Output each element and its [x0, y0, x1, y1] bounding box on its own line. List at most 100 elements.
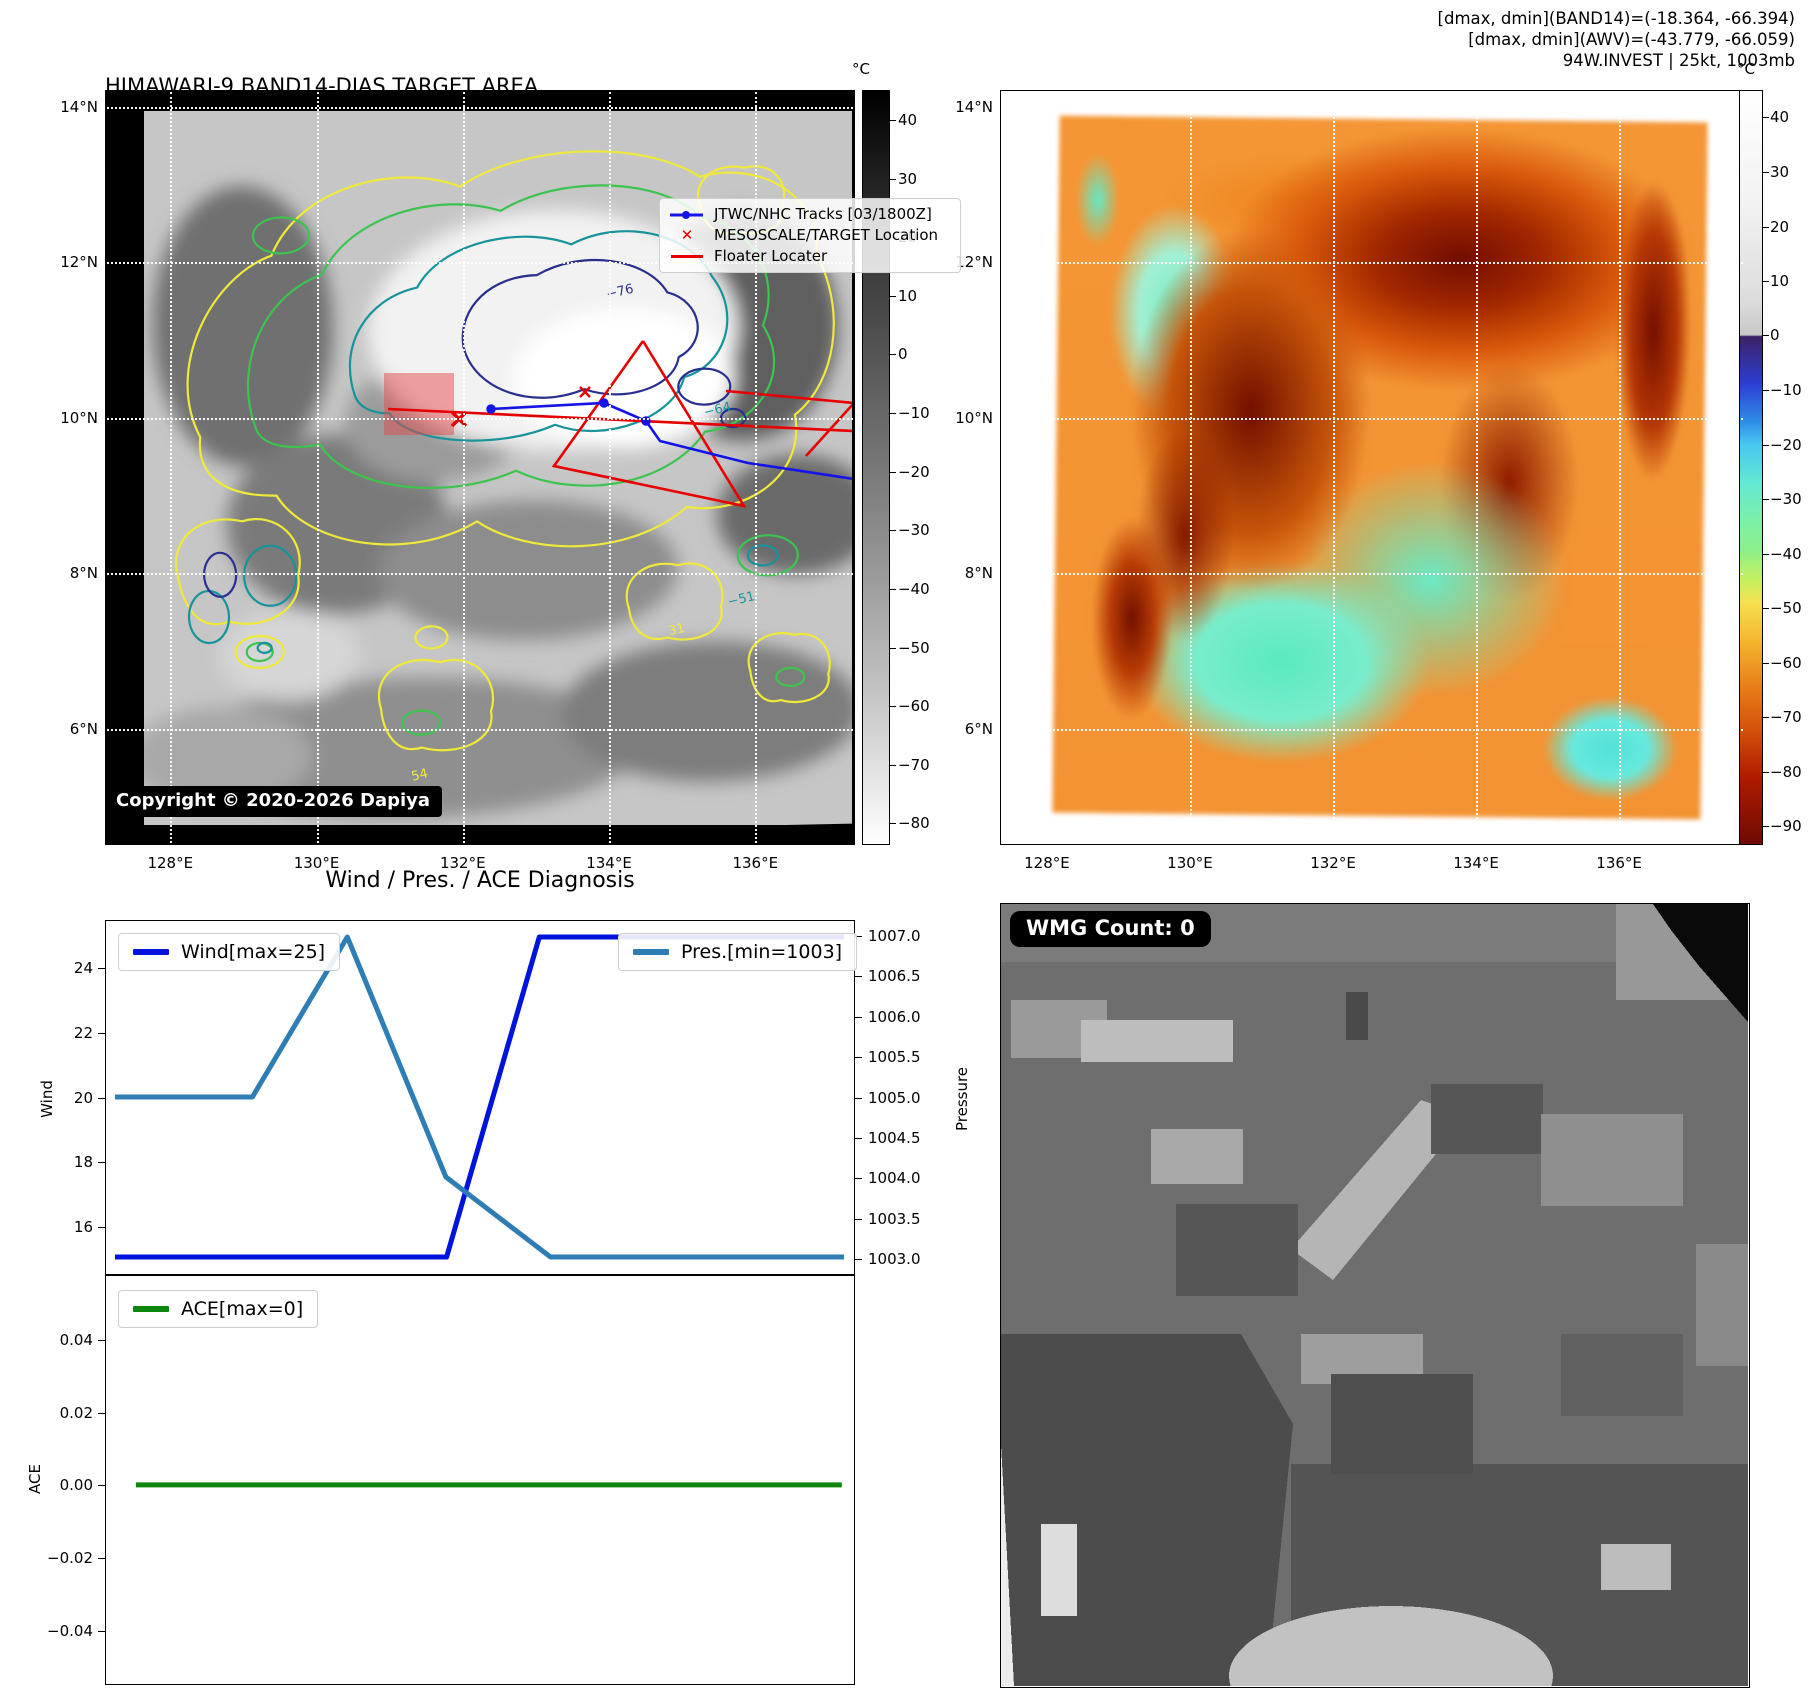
contour-value-labels: −76 −64 −51 54 31	[410, 282, 757, 785]
colorbar-tick-label: −60	[1770, 654, 1802, 673]
ace-tick-mark	[98, 1340, 105, 1342]
colorbar-tick-label: 30	[898, 170, 918, 189]
wind-legend-swatch	[133, 949, 169, 955]
contour-label: 31	[667, 621, 687, 639]
colorbar-tick-mark	[890, 296, 896, 298]
colorbar-tick-label: −30	[1770, 490, 1802, 509]
colorbar-tick-label: −80	[898, 814, 930, 833]
colorbar-tick-mark	[1763, 226, 1769, 228]
red-line-icon	[668, 255, 706, 258]
ace-tick-mark	[98, 1630, 105, 1632]
wind-tick-label: 20	[73, 1088, 93, 1107]
diagnosis-title: Wind / Pres. / ACE Diagnosis	[325, 868, 635, 893]
colorbar-tick-label: 30	[1770, 162, 1790, 181]
copyright-badge: Copyright © 2020-2026 Dapiya	[106, 786, 443, 817]
ace-legend-label: ACE[max=0]	[181, 1298, 304, 1320]
lat-tick-label: 12°N	[60, 253, 98, 272]
colorbar-tick-mark	[1763, 499, 1769, 501]
colorbar-tick-label: 0	[898, 345, 908, 364]
pressure-tick-mark	[855, 976, 862, 978]
colorbar-tick-mark	[890, 706, 896, 708]
colorbar-tick-mark	[890, 120, 896, 122]
ace-tick-label: −0.04	[47, 1621, 93, 1640]
legend-row-tracks: JTWC/NHC Tracks [03/1800Z]	[668, 204, 952, 225]
colorbar-tick-mark	[1763, 335, 1769, 337]
tr-header-band14: [dmax, dmin](BAND14)=(-18.364, -66.394)	[1437, 9, 1795, 28]
awv-satellite-image	[1052, 115, 1708, 820]
wind-tick-mark	[98, 1226, 105, 1228]
colorbar-tick-mark	[1763, 826, 1769, 828]
ace-tick-label: −0.02	[47, 1549, 93, 1567]
colorbar-tick-label: −50	[898, 638, 930, 657]
colorbar-tick-label: 40	[898, 111, 918, 130]
colorbar-tick-mark	[1763, 171, 1769, 173]
target-area-highlight	[384, 373, 454, 435]
wind-legend: Wind[max=25]	[118, 933, 341, 971]
colorbar-tick-label: −60	[898, 697, 930, 716]
colorbar-tick-mark	[890, 472, 896, 474]
colorbar-tick-mark	[890, 764, 896, 766]
wmg-count-badge: WMG Count: 0	[1010, 911, 1211, 947]
pressure-tick-label: 1003.0	[868, 1249, 921, 1268]
pressure-legend: Pres.[min=1003]	[618, 933, 858, 971]
pressure-tick-mark	[855, 936, 862, 938]
contour-yellow	[175, 150, 835, 752]
colorbar-tick-label: −70	[898, 755, 930, 774]
lon-tick-label: 134°E	[586, 854, 632, 872]
ace-tick-label: 0.04	[59, 1331, 93, 1350]
lat-tick-label: 8°N	[964, 564, 993, 583]
lon-tick-label: 130°E	[1167, 854, 1213, 872]
pressure-legend-swatch	[633, 949, 669, 955]
wind-tick-mark	[98, 1097, 105, 1099]
pressure-tick-label: 1005.5	[868, 1048, 921, 1067]
red-x-icon: ✕	[680, 226, 694, 244]
wind-tick-label: 16	[73, 1217, 93, 1236]
colorbar-tick-label: 20	[1770, 217, 1790, 236]
colorbar-tick-label: −40	[898, 580, 930, 599]
lat-tick-label: 14°N	[955, 97, 993, 116]
colorbar-tick-label: −90	[1770, 817, 1802, 836]
colorbar-tick-label: 40	[1770, 108, 1790, 127]
legend-row-floater: Floater Locater	[668, 246, 952, 267]
lon-tick-label: 128°E	[1024, 854, 1070, 872]
colorbar-tick-mark	[1763, 663, 1769, 665]
colorbar-tick-mark	[890, 413, 896, 415]
pressure-tick-label: 1005.0	[868, 1088, 921, 1107]
wind-legend-label: Wind[max=25]	[181, 941, 326, 963]
pressure-legend-label: Pres.[min=1003]	[681, 941, 843, 963]
wind-tick-label: 24	[73, 959, 93, 978]
pressure-tick-mark	[855, 1097, 862, 1099]
lat-tick-label: 6°N	[69, 719, 98, 738]
ace-legend: ACE[max=0]	[118, 1290, 319, 1328]
colorbar-tick-mark	[1763, 771, 1769, 773]
lat-tick-label: 10°N	[955, 408, 993, 427]
lat-tick-label: 14°N	[60, 97, 98, 116]
tl-title-line1: HIMAWARI-9 BAND14-DIAS TARGET AREA	[105, 74, 539, 98]
ace-tick-mark	[98, 1558, 105, 1559]
legend-row-target: ✕ MESOSCALE/TARGET Location	[668, 225, 952, 246]
pressure-tick-label: 1006.5	[868, 967, 921, 986]
tl-colorbar-unit: °C	[852, 60, 870, 78]
contour-label: −51	[726, 589, 756, 610]
colorbar-tick-label: −40	[1770, 544, 1802, 563]
lon-tick-label: 136°E	[732, 854, 779, 872]
map-legend: JTWC/NHC Tracks [03/1800Z] ✕ MESOSCALE/T…	[659, 198, 961, 273]
contour-label: −76	[605, 282, 635, 303]
pressure-tick-label: 1003.5	[868, 1209, 921, 1228]
colorbar-tick-mark	[1763, 389, 1769, 391]
pressure-tick-label: 1004.5	[868, 1128, 921, 1147]
ace-chart	[135, 1482, 842, 1488]
tr-header-invest: 94W.INVEST | 25kt, 1003mb	[1562, 51, 1795, 70]
legend-label-floater: Floater Locater	[714, 247, 828, 265]
legend-label-tracks: JTWC/NHC Tracks [03/1800Z]	[714, 205, 932, 223]
lat-tick-label: 12°N	[955, 253, 993, 272]
colorbar-tick-mark	[1763, 607, 1769, 609]
pressure-tick-mark	[855, 1218, 862, 1220]
colorbar-tick-label: 10	[898, 287, 918, 306]
pressure-tick-label: 1004.0	[868, 1169, 921, 1188]
colorbar-tick-label: −50	[1770, 598, 1802, 617]
wind-pressure-chart-axes	[105, 920, 855, 1275]
wmg-classification-image	[1001, 904, 1748, 1686]
band14-map-axes: −76 −64 −51 54 31	[105, 90, 961, 845]
